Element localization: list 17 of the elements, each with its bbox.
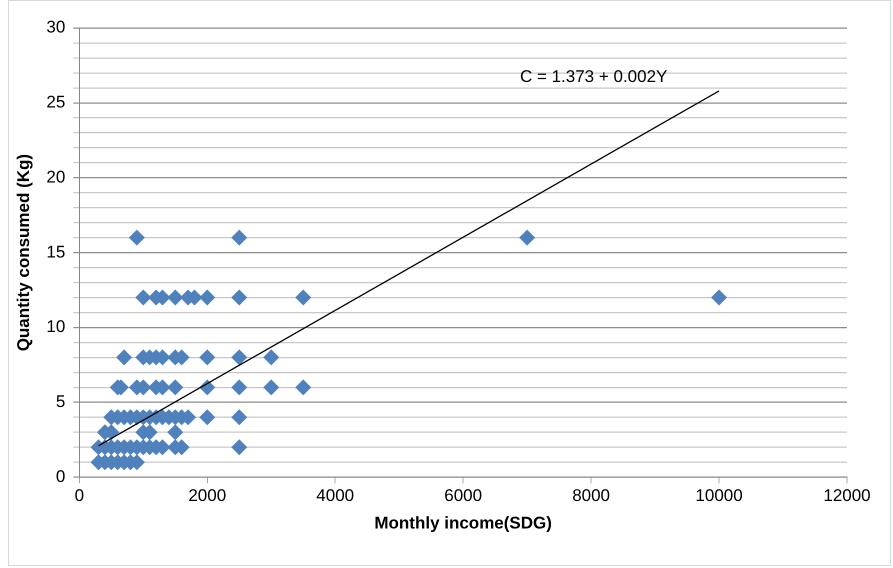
y-tick-label: 5 (56, 392, 66, 412)
y-tick-label: 10 (46, 317, 66, 336)
x-tick-label: 4000 (316, 486, 354, 506)
y-tick-label: 0 (56, 466, 66, 486)
y-tick-label: 30 (46, 18, 66, 37)
y-tick-label: 15 (46, 242, 66, 262)
y-tick-label: 25 (46, 92, 66, 112)
y-axis-title: Quantity consumed (Kg) (14, 154, 33, 352)
x-tick-label: 2000 (188, 486, 226, 506)
y-tick-label: 20 (46, 167, 66, 186)
x-axis-title: Monthly income(SDG) (374, 513, 552, 532)
x-tick-label: 12000 (823, 486, 871, 506)
x-tick-label: 6000 (444, 486, 482, 506)
x-tick-label: 0 (74, 486, 84, 506)
x-tick-label: 8000 (572, 486, 610, 506)
annotation: C = 1.373 + 0.002Y (520, 67, 668, 86)
x-tick-label: 10000 (695, 486, 743, 506)
